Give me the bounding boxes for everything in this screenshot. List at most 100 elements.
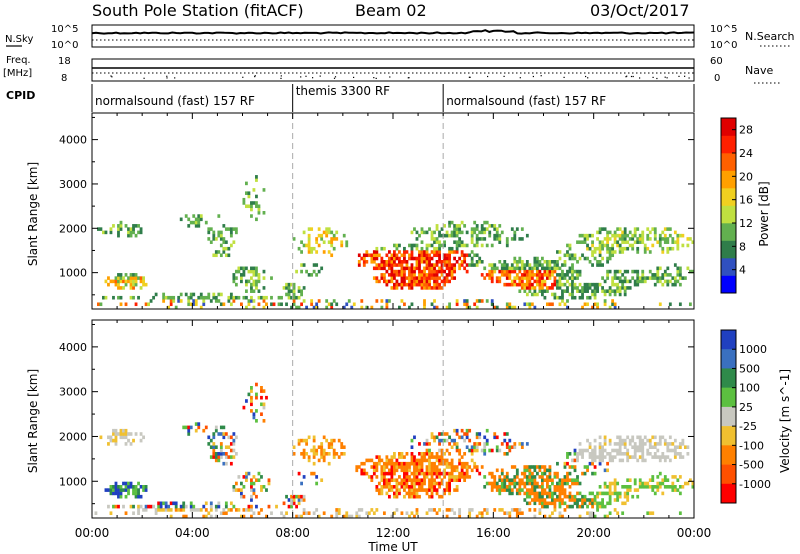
range-gate-cell bbox=[207, 295, 211, 300]
y-tick-label: 1000 bbox=[59, 267, 87, 280]
range-gate-cell bbox=[475, 224, 479, 228]
range-gate-cell bbox=[661, 455, 665, 459]
range-gate-cell bbox=[435, 263, 439, 267]
range-gate-cell bbox=[535, 260, 539, 264]
range-gate-cell bbox=[465, 305, 469, 310]
range-gate-cell bbox=[651, 276, 655, 280]
range-gate-cell bbox=[423, 488, 426, 492]
range-gate-cell bbox=[425, 250, 429, 254]
range-gate-cell bbox=[413, 227, 416, 231]
range-gate-cell bbox=[493, 481, 497, 486]
range-gate-cell bbox=[613, 485, 617, 489]
range-gate-cell bbox=[453, 227, 457, 231]
range-gate-cell bbox=[473, 448, 477, 453]
range-gate-cell bbox=[272, 302, 276, 307]
range-gate-cell bbox=[257, 289, 261, 293]
range-gate-cell bbox=[380, 485, 384, 489]
range-gate-cell bbox=[538, 494, 542, 499]
range-gate-cell bbox=[112, 428, 115, 433]
range-gate-cell bbox=[586, 511, 589, 515]
range-gate-cell bbox=[596, 282, 599, 287]
range-gate-cell bbox=[676, 488, 680, 492]
range-gate-cell bbox=[553, 485, 557, 489]
range-gate-cell bbox=[310, 471, 314, 476]
range-gate-cell bbox=[626, 485, 630, 489]
range-gate-cell bbox=[307, 243, 311, 248]
range-gate-cell bbox=[117, 273, 120, 277]
range-gate-cell bbox=[571, 282, 574, 287]
range-gate-cell bbox=[448, 461, 451, 466]
range-gate-cell bbox=[468, 448, 472, 453]
range-gate-cell bbox=[425, 471, 429, 476]
range-gate-cell bbox=[403, 282, 406, 287]
range-gate-cell bbox=[398, 263, 401, 267]
range-gate-cell bbox=[365, 458, 369, 463]
range-gate-cell bbox=[420, 488, 424, 492]
colorbar-tick-label: 16 bbox=[739, 194, 753, 207]
range-gate-cell bbox=[385, 253, 389, 258]
range-gate-cell bbox=[252, 201, 256, 205]
range-gate-cell bbox=[673, 230, 677, 235]
range-gate-cell bbox=[282, 514, 286, 519]
range-gate-cell bbox=[683, 481, 687, 486]
range-gate-cell bbox=[214, 455, 218, 459]
range-gate-cell bbox=[535, 494, 539, 499]
range-gate-cell bbox=[137, 230, 140, 235]
range-gate-cell bbox=[285, 292, 288, 297]
range-gate-cell bbox=[415, 266, 419, 271]
range-gate-cell bbox=[445, 485, 449, 489]
range-gate-cell bbox=[287, 292, 291, 297]
range-gate-cell bbox=[435, 452, 439, 456]
range-gate-cell bbox=[252, 273, 256, 277]
range-gate-cell bbox=[403, 471, 406, 476]
range-gate-cell bbox=[317, 243, 321, 248]
range-gate-cell bbox=[350, 514, 354, 519]
range-gate-cell bbox=[543, 488, 547, 492]
range-gate-cell bbox=[435, 237, 439, 241]
range-gate-cell bbox=[229, 233, 233, 238]
range-gate-cell bbox=[518, 256, 522, 261]
range-gate-cell bbox=[621, 237, 625, 241]
range-gate-cell bbox=[518, 442, 522, 446]
range-gate-cell bbox=[255, 273, 258, 277]
range-gate-cell bbox=[212, 455, 216, 459]
range-gate-cell bbox=[385, 263, 389, 267]
range-gate-cell bbox=[423, 273, 426, 277]
range-gate-cell bbox=[470, 237, 474, 241]
range-gate-cell bbox=[134, 494, 138, 499]
range-gate-cell bbox=[357, 514, 361, 519]
range-gate-cell bbox=[566, 253, 569, 258]
range-gate-cell bbox=[250, 514, 253, 519]
range-gate-cell bbox=[510, 445, 514, 449]
range-gate-cell bbox=[525, 488, 529, 492]
range-gate-cell bbox=[586, 246, 589, 251]
range-gate-cell bbox=[460, 253, 464, 258]
range-gate-cell bbox=[139, 438, 143, 443]
range-gate-cell bbox=[478, 230, 482, 235]
range-gate-cell bbox=[455, 478, 459, 482]
range-gate-cell bbox=[438, 471, 441, 476]
range-gate-cell bbox=[601, 445, 604, 449]
range-gate-cell bbox=[302, 455, 306, 459]
range-gate-cell bbox=[387, 485, 391, 489]
range-gate-cell bbox=[470, 445, 474, 449]
range-gate-cell bbox=[443, 491, 446, 496]
nave-point bbox=[408, 77, 410, 79]
range-gate-cell bbox=[415, 276, 419, 280]
range-gate-cell bbox=[566, 461, 569, 466]
range-gate-cell bbox=[515, 471, 519, 476]
range-gate-cell bbox=[382, 468, 386, 473]
range-gate-cell bbox=[453, 438, 457, 443]
range-gate-cell bbox=[204, 220, 208, 225]
range-gate-cell bbox=[390, 276, 394, 280]
range-gate-cell bbox=[137, 276, 140, 280]
range-gate-cell bbox=[357, 263, 361, 267]
range-gate-cell bbox=[513, 442, 517, 446]
range-gate-cell bbox=[169, 302, 173, 307]
range-gate-cell bbox=[470, 458, 474, 463]
range-gate-cell bbox=[428, 465, 431, 469]
range-gate-cell bbox=[643, 246, 647, 251]
range-gate-cell bbox=[129, 233, 133, 238]
range-gate-cell bbox=[673, 485, 677, 489]
range-gate-cell bbox=[668, 485, 672, 489]
